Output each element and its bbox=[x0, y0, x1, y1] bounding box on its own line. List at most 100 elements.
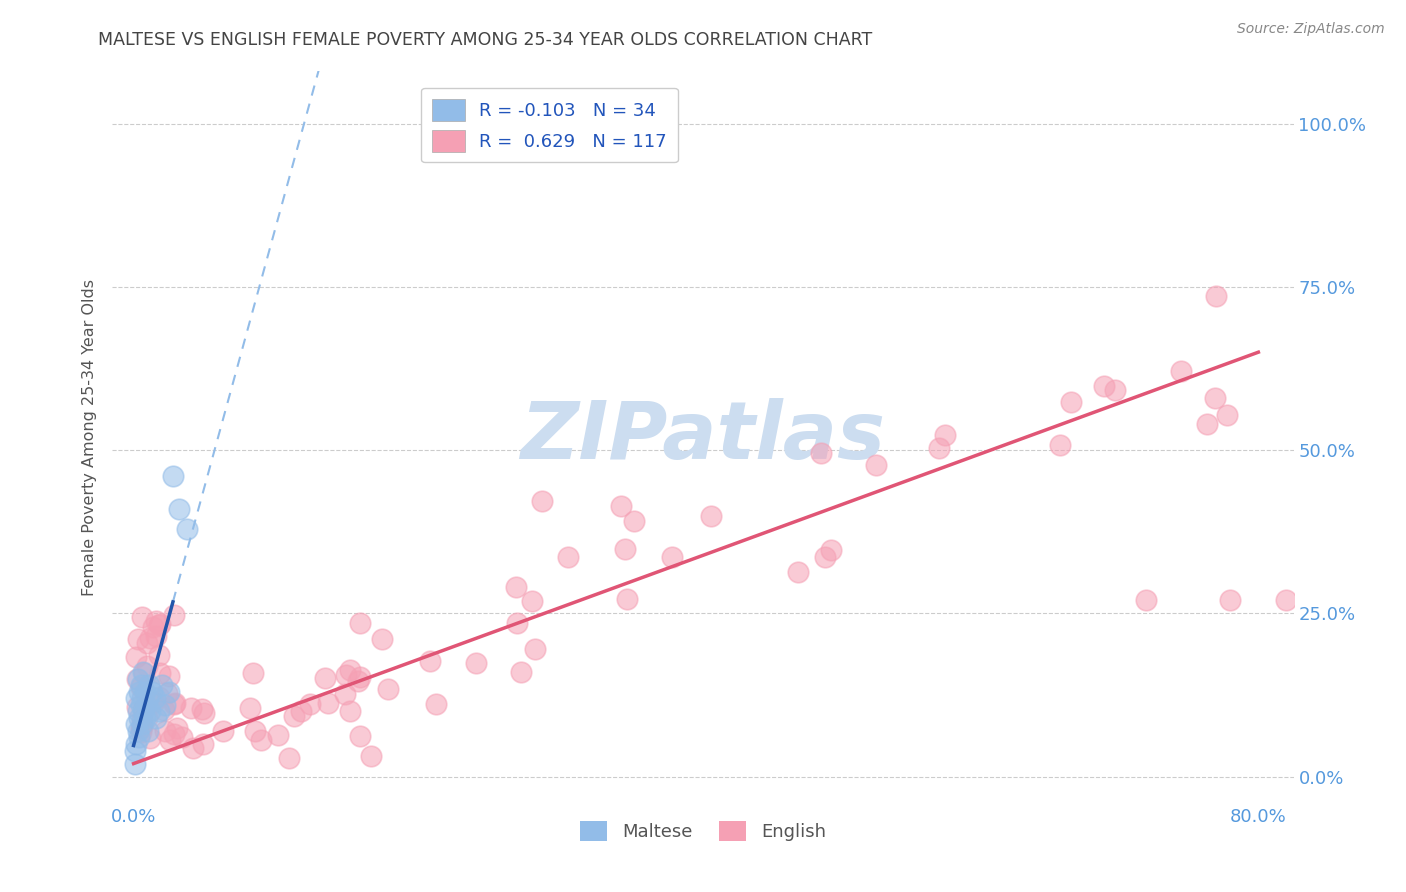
Point bbox=[505, 580, 527, 594]
Point bbox=[239, 700, 262, 714]
Point bbox=[419, 654, 441, 668]
Point bbox=[148, 690, 170, 705]
Point bbox=[125, 737, 148, 751]
Legend: Maltese, English: Maltese, English bbox=[574, 814, 832, 848]
Point bbox=[290, 704, 312, 718]
Point bbox=[928, 441, 950, 455]
Point bbox=[335, 667, 357, 681]
Point bbox=[339, 663, 361, 677]
Point bbox=[132, 701, 155, 715]
Point bbox=[1360, 587, 1382, 601]
Point bbox=[125, 691, 148, 706]
Point bbox=[661, 550, 683, 565]
Point bbox=[610, 500, 633, 514]
Point bbox=[131, 680, 153, 694]
Point bbox=[190, 702, 212, 716]
Point bbox=[167, 502, 190, 516]
Text: Source: ZipAtlas.com: Source: ZipAtlas.com bbox=[1237, 22, 1385, 37]
Point bbox=[125, 700, 148, 714]
Point bbox=[339, 704, 361, 718]
Point bbox=[506, 616, 529, 631]
Point bbox=[135, 711, 157, 725]
Point bbox=[157, 669, 180, 683]
Point bbox=[162, 469, 184, 483]
Point bbox=[277, 751, 299, 765]
Point bbox=[349, 670, 371, 684]
Point bbox=[212, 723, 235, 738]
Point bbox=[148, 705, 170, 719]
Point bbox=[163, 698, 186, 712]
Point bbox=[135, 698, 157, 712]
Point bbox=[349, 615, 371, 630]
Point bbox=[510, 665, 533, 679]
Point bbox=[136, 636, 159, 650]
Point bbox=[1135, 593, 1157, 607]
Point bbox=[267, 728, 290, 742]
Point bbox=[934, 427, 956, 442]
Point bbox=[1060, 394, 1083, 409]
Point bbox=[149, 616, 172, 631]
Point bbox=[156, 686, 179, 700]
Point bbox=[129, 725, 152, 739]
Point bbox=[1170, 364, 1192, 378]
Text: ZIPatlas: ZIPatlas bbox=[520, 398, 886, 476]
Point bbox=[314, 671, 336, 685]
Point bbox=[150, 678, 173, 692]
Point bbox=[159, 732, 181, 747]
Point bbox=[180, 701, 202, 715]
Point bbox=[176, 521, 198, 535]
Point bbox=[346, 674, 368, 689]
Point bbox=[623, 514, 645, 528]
Point bbox=[145, 711, 167, 725]
Point bbox=[131, 713, 153, 727]
Point bbox=[1104, 383, 1126, 397]
Point bbox=[128, 685, 150, 699]
Point bbox=[464, 656, 486, 670]
Point bbox=[157, 685, 180, 699]
Point bbox=[131, 610, 153, 624]
Point bbox=[132, 665, 155, 680]
Point bbox=[522, 594, 544, 608]
Point bbox=[700, 508, 723, 523]
Point bbox=[131, 721, 153, 735]
Point bbox=[129, 678, 152, 692]
Point bbox=[1049, 438, 1071, 452]
Point bbox=[143, 691, 166, 706]
Point bbox=[127, 673, 149, 687]
Point bbox=[557, 550, 579, 565]
Point bbox=[163, 696, 186, 710]
Point bbox=[814, 550, 837, 565]
Point bbox=[134, 685, 156, 699]
Point bbox=[1215, 408, 1237, 422]
Point bbox=[138, 678, 160, 692]
Point bbox=[149, 666, 172, 681]
Point bbox=[136, 723, 159, 738]
Point bbox=[153, 703, 176, 717]
Point bbox=[142, 620, 165, 634]
Point bbox=[139, 632, 162, 646]
Point bbox=[1219, 593, 1241, 607]
Point bbox=[166, 721, 188, 735]
Point bbox=[377, 681, 399, 696]
Point bbox=[127, 672, 149, 686]
Point bbox=[371, 632, 394, 646]
Point bbox=[125, 717, 148, 731]
Point bbox=[786, 566, 808, 580]
Point bbox=[125, 650, 148, 665]
Point bbox=[135, 659, 157, 673]
Point bbox=[128, 711, 150, 725]
Point bbox=[139, 705, 162, 719]
Point bbox=[131, 718, 153, 732]
Point bbox=[333, 687, 356, 701]
Point bbox=[865, 458, 887, 473]
Point bbox=[145, 629, 167, 643]
Point bbox=[124, 756, 146, 771]
Point bbox=[163, 608, 186, 623]
Text: MALTESE VS ENGLISH FEMALE POVERTY AMONG 25-34 YEAR OLDS CORRELATION CHART: MALTESE VS ENGLISH FEMALE POVERTY AMONG … bbox=[98, 31, 873, 49]
Point bbox=[616, 591, 638, 606]
Point bbox=[1092, 379, 1115, 393]
Point bbox=[1204, 391, 1226, 405]
Point bbox=[523, 641, 546, 656]
Point bbox=[141, 685, 163, 699]
Point bbox=[127, 632, 149, 647]
